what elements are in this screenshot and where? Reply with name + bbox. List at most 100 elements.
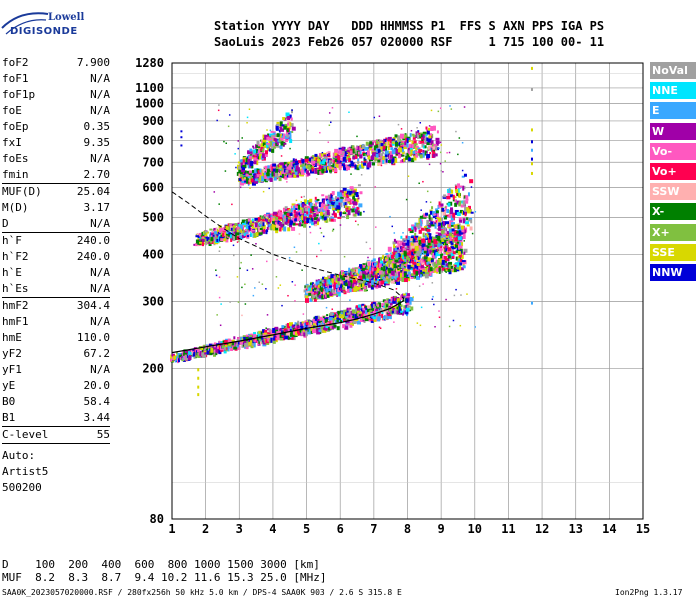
echo-point: [272, 168, 276, 172]
echo-point: [221, 236, 225, 239]
echo-point: [410, 254, 414, 259]
echo-point: [307, 211, 311, 214]
echo-point: [328, 285, 332, 289]
echo-point: [414, 232, 417, 237]
echo-point: [311, 216, 314, 222]
echo-point: [336, 274, 340, 279]
echo-point: [372, 152, 377, 157]
echo-point: [330, 201, 333, 205]
echo-point: [355, 305, 359, 309]
param-label: fmin: [2, 168, 29, 181]
echo-point: [426, 130, 430, 135]
echo-point: [227, 346, 230, 352]
echo-point: [214, 231, 219, 235]
echo-point: [418, 141, 421, 144]
echo-point: [279, 284, 282, 286]
echo-point: [267, 147, 271, 151]
echo-point: [287, 227, 291, 232]
echo-point: [229, 234, 232, 239]
echo-point: [316, 329, 321, 335]
echo-point: [316, 319, 321, 323]
echo-point: [288, 174, 293, 178]
param-value: 25.04: [76, 185, 110, 198]
echo-point: [457, 225, 460, 230]
echo-point: [275, 276, 278, 278]
echo-point: [359, 211, 362, 216]
echo-point: [360, 287, 363, 290]
echo-point: [280, 133, 283, 138]
echo-point: [324, 167, 327, 172]
echo-point: [219, 228, 223, 234]
echo-point: [404, 310, 409, 315]
echo-point: [303, 217, 306, 222]
echo-point: [356, 165, 360, 171]
echo-point: [399, 272, 403, 278]
echo-point: [345, 323, 350, 326]
echo-point: [428, 214, 431, 220]
echo-point: [326, 200, 330, 205]
echo-point: [203, 242, 207, 245]
echo-point: [318, 320, 322, 325]
echo-point: [336, 326, 340, 331]
echo-point: [415, 153, 419, 158]
echo-point: [304, 322, 307, 327]
echo-point: [433, 241, 437, 247]
echo-point: [276, 123, 280, 126]
echo-point: [237, 226, 240, 230]
echo-point: [257, 150, 262, 154]
echo-point: [352, 319, 357, 324]
echo-point: [324, 318, 328, 323]
param-row: yF2 67.2: [2, 346, 110, 362]
autoscaling-info: Auto:: [2, 449, 36, 462]
echo-point: [342, 157, 346, 163]
echo-point: [412, 137, 416, 141]
echo-point: [398, 273, 401, 277]
echo-point: [247, 179, 250, 185]
echo-point: [378, 261, 383, 264]
echo-point: [334, 158, 338, 164]
param-separator: [2, 426, 110, 427]
echo-point: [354, 220, 357, 223]
echo-point: [470, 219, 473, 224]
echo-point: [379, 302, 382, 308]
echo-point: [313, 206, 318, 210]
y-tick-label: 500: [142, 211, 164, 225]
echo-point: [302, 323, 306, 329]
echo-point: [408, 143, 413, 148]
echo-point: [440, 203, 444, 207]
echo-point: [342, 164, 345, 169]
echo-point: [358, 304, 362, 308]
echo-point: [282, 169, 285, 172]
echo-point: [444, 214, 449, 217]
echo-point: [268, 328, 272, 333]
echo-point: [459, 258, 463, 262]
echo-point: [381, 303, 386, 307]
echo-point: [362, 283, 366, 288]
echo-point: [449, 235, 452, 241]
echo-point: [287, 217, 291, 221]
echo-point: [401, 154, 405, 157]
echo-point: [448, 261, 453, 265]
echo-point: [266, 175, 271, 179]
echo-point: [426, 228, 431, 232]
echo-point: [317, 327, 321, 330]
param-value: 304.4: [76, 299, 110, 312]
echo-point: [346, 150, 350, 153]
echo-point: [368, 313, 371, 319]
echo-point: [256, 160, 259, 166]
echo-point: [467, 205, 471, 210]
echo-point: [391, 149, 396, 155]
echo-point: [347, 210, 351, 216]
echo-point: [312, 294, 316, 298]
echo-point: [441, 207, 445, 212]
echo-point: [331, 289, 335, 293]
echo-point: [283, 211, 288, 215]
echo-point: [316, 158, 320, 162]
echo-point: [459, 196, 461, 198]
echo-point: [360, 280, 364, 284]
echo-point: [293, 205, 296, 210]
echo-point: [442, 255, 446, 261]
echo-point: [385, 158, 388, 163]
echo-point: [430, 224, 435, 227]
echo-point: [429, 210, 433, 215]
